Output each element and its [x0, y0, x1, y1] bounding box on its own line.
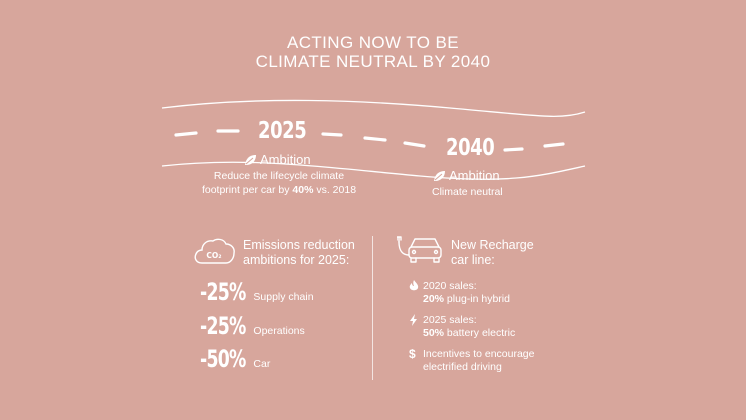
leaf-icon [245, 154, 256, 165]
hybrid-flame-icon [409, 280, 423, 306]
emission-label: Supply chain [253, 291, 314, 303]
milestone-2025-text-line2: footprint per car by 40% vs. 2018 [201, 184, 357, 196]
dollar-icon: $ [409, 347, 416, 361]
recharge-item-line2: 50% battery electric [423, 327, 516, 339]
lightning-icon [409, 314, 423, 340]
emission-item-operations: -25% Operations [200, 312, 305, 340]
road-illustration [161, 99, 586, 180]
co2-label: CO₂ [206, 251, 221, 260]
recharge-heading-line1: New Recharge [451, 238, 534, 252]
co2-cloud-icon: CO₂ [194, 238, 235, 264]
recharge-item-plugin-hybrid: 2020 sales: 20% plug-in hybrid [409, 280, 510, 306]
emission-value: -25% [200, 312, 246, 340]
emission-value: -25% [200, 278, 246, 306]
leaf-icon [434, 170, 445, 181]
recharge-item-line1: Incentives to encourage [423, 348, 535, 360]
emissions-heading-line1: Emissions reduction [243, 238, 355, 252]
recharge-item-line2: 20% plug-in hybrid [423, 293, 510, 305]
milestone-2040-description: Climate neutral [432, 186, 503, 198]
milestone-2025-year: 2025 [258, 118, 307, 144]
milestone-2025-description: Reduce the lifecycle climate footprint p… [188, 169, 370, 197]
milestone-2025-text-line1: Reduce the lifecycle climate [213, 170, 345, 182]
section-divider [372, 236, 373, 380]
emission-value: -50% [200, 345, 246, 373]
page-title-line-2: CLIMATE NEUTRAL BY 2040 [255, 52, 491, 71]
page-title-line-1: ACTING NOW TO BE [286, 33, 459, 52]
emission-label: Car [253, 358, 271, 370]
emission-item-car: -50% Car [200, 345, 270, 373]
recharge-heading: New Recharge car line: [451, 238, 534, 268]
recharge-item-battery-electric: 2025 sales: 50% battery electric [409, 314, 515, 340]
ambition-label: Ambition [260, 152, 311, 167]
milestone-2040-ambition: Ambition [433, 168, 500, 183]
emissions-heading-line2: ambitions for 2025: [243, 253, 350, 267]
recharge-item-line1: 2025 sales: [423, 314, 477, 326]
emission-item-supply-chain: -25% Supply chain [200, 278, 314, 306]
electric-car-icon [397, 236, 442, 263]
milestone-2040-year: 2040 [446, 135, 495, 161]
emissions-heading: Emissions reduction ambitions for 2025: [243, 238, 355, 268]
recharge-item-incentives: $ Incentives to encourage electrified dr… [409, 348, 535, 374]
recharge-heading-line2: car line: [451, 253, 495, 267]
recharge-item-line2: electrified driving [423, 361, 502, 373]
emission-label: Operations [253, 325, 305, 337]
ambition-label: Ambition [449, 168, 500, 183]
milestone-2025-ambition: Ambition [244, 152, 311, 167]
recharge-item-line1: 2020 sales: [423, 280, 477, 292]
